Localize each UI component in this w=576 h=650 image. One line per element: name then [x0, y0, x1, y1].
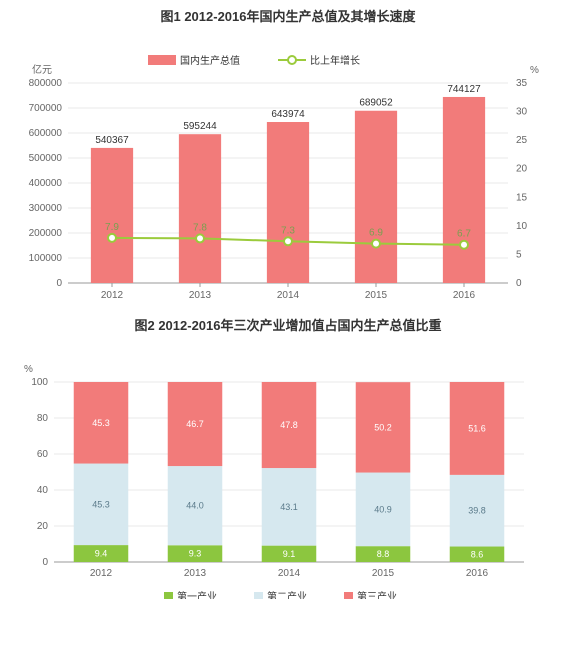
chart1-line-value: 7.9: [105, 222, 119, 233]
chart1-line-marker: [372, 240, 380, 248]
chart1-ytick-left: 400000: [29, 178, 63, 189]
chart1-yleft-label: 亿元: [32, 63, 52, 76]
chart1-ytick-right: 0: [516, 278, 522, 289]
chart1-line-value: 6.7: [457, 229, 471, 240]
chart1-svg: 0 100000 200000 300000 400000 500000 600000 700…: [0, 25, 576, 305]
chart2-seg-value: 50.2: [374, 422, 392, 432]
chart1-line-marker: [196, 234, 204, 242]
chart1-ytick-left: 100000: [29, 253, 63, 264]
chart2-seg-value: 40.9: [374, 504, 392, 514]
chart1-ytick-right: 15: [516, 192, 528, 203]
chart1-legend-line: 比上年增长: [310, 54, 360, 67]
chart2-seg-value: 8.6: [471, 549, 484, 559]
chart1-ytick-right: 30: [516, 107, 528, 118]
chart1-bar-value: 540367: [95, 135, 129, 146]
chart1-xtick: 2016: [453, 290, 476, 301]
chart1-line-marker: [108, 234, 116, 242]
chart1-ytick-left: 300000: [29, 203, 63, 214]
chart1-xtick: 2015: [365, 290, 388, 301]
chart1-xtick: 2012: [101, 290, 124, 301]
chart1-ytick-left: 0: [56, 278, 62, 289]
chart2-seg-value: 9.4: [95, 549, 108, 559]
chart2-xtick: 2016: [466, 568, 489, 579]
chart1-ytick-left: 200000: [29, 228, 63, 239]
chart1-ytick-left: 800000: [29, 78, 63, 89]
chart2-ytick: 20: [37, 521, 49, 532]
chart1-ytick-left: 700000: [29, 103, 63, 114]
chart2-seg-value: 45.3: [92, 499, 110, 509]
chart1-bar-value: 595244: [183, 121, 217, 132]
chart2-title: 图2 2012-2016年三次产业增加值占国内生产总值比重: [0, 315, 576, 334]
chart1-ytick-left: 600000: [29, 128, 63, 139]
chart1-bar: [267, 122, 309, 283]
chart1-bar-value: 643974: [271, 109, 305, 120]
chart2-legend-item: 第二产业: [267, 590, 307, 599]
chart2-ytick: 60: [37, 449, 49, 460]
chart1: 图1 2012-2016年国内生产总值及其增长速度 0 100000 200000 3…: [0, 0, 576, 305]
chart2-seg-value: 9.1: [283, 549, 296, 559]
chart1-line-value: 7.8: [193, 222, 207, 233]
chart2-ytick: 0: [42, 557, 48, 568]
chart1-line-value: 7.3: [281, 225, 295, 236]
chart1-xtick: 2013: [189, 290, 212, 301]
chart2-seg-value: 47.8: [280, 420, 298, 430]
chart2-seg-value: 46.7: [186, 419, 204, 429]
chart2-ytick: 80: [37, 413, 49, 424]
chart2-seg-value: 43.1: [280, 502, 298, 512]
chart1-ytick-right: 35: [516, 78, 528, 89]
chart2-xtick: 2012: [90, 568, 113, 579]
chart2-legend: 第一产业 第二产业 第三产业: [164, 590, 397, 599]
chart1-ytick-right: 10: [516, 221, 528, 232]
chart2-svg: 0 20 40 60 80 100% 9.4 45.3 45.3 2012 9.3 44.0 46.7 2…: [0, 334, 576, 599]
chart1-ytick-right: 20: [516, 164, 528, 175]
chart1-xtick: 2014: [277, 290, 300, 301]
chart1-bar: [443, 97, 485, 283]
chart1-bar: [355, 111, 397, 283]
chart1-line-value: 6.9: [369, 228, 383, 239]
chart2-xtick: 2014: [278, 568, 301, 579]
chart1-ytick-right: 5: [516, 249, 522, 260]
chart1-legend: 国内生产总值 比上年增长: [148, 54, 360, 67]
page: 图1 2012-2016年国内生产总值及其增长速度 0 100000 200000 3…: [0, 0, 576, 650]
chart1-bar-value: 744127: [447, 84, 481, 95]
chart2-ylabel: %: [24, 364, 33, 375]
chart2-seg-value: 9.3: [189, 549, 202, 559]
chart2-seg-value: 44.0: [186, 501, 204, 511]
chart2-ytick: 100: [31, 377, 48, 388]
chart1-ytick-left: 500000: [29, 153, 63, 164]
chart2-legend-item: 第一产业: [177, 590, 217, 599]
chart1-bar: [91, 148, 133, 283]
chart1-ytick-right: 25: [516, 135, 528, 146]
chart1-legend-bars: 国内生产总值: [180, 54, 240, 67]
chart1-line-marker: [284, 237, 292, 245]
chart1-bar: [179, 134, 221, 283]
chart2-seg-value: 45.3: [92, 418, 110, 428]
chart1-title: 图1 2012-2016年国内生产总值及其增长速度: [0, 6, 576, 25]
chart2-seg-value: 8.8: [377, 549, 390, 559]
chart2-xtick: 2013: [184, 568, 207, 579]
chart2-legend-item: 第三产业: [357, 590, 397, 599]
chart2-ytick: 40: [37, 485, 49, 496]
chart1-yright-label: %: [530, 65, 539, 76]
chart2-xtick: 2015: [372, 568, 395, 579]
chart1-line-marker: [460, 241, 468, 249]
chart2-seg-value: 39.8: [468, 506, 486, 516]
chart2-seg-value: 51.6: [468, 423, 486, 433]
chart2: 图2 2012-2016年三次产业增加值占国内生产总值比重 0 20 40 60 80 1…: [0, 315, 576, 599]
chart1-bar-value: 689052: [359, 98, 393, 109]
